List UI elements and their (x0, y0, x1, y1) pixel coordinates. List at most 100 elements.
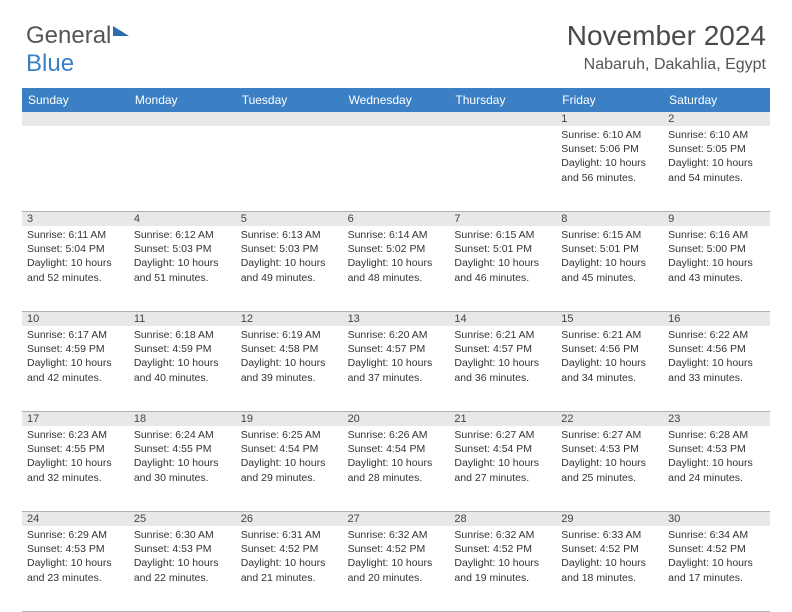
day-cell: Sunrise: 6:12 AMSunset: 5:03 PMDaylight:… (129, 226, 236, 312)
month-title: November 2024 (567, 20, 766, 52)
logo-triangle-icon (113, 26, 129, 36)
day-cell: Sunrise: 6:29 AMSunset: 4:53 PMDaylight:… (22, 526, 129, 612)
day-info-line: Daylight: 10 hours and 39 minutes. (241, 356, 338, 384)
day-cell: Sunrise: 6:28 AMSunset: 4:53 PMDaylight:… (663, 426, 770, 512)
day-info-line: Sunset: 4:55 PM (27, 442, 124, 456)
day-cell: Sunrise: 6:11 AMSunset: 5:04 PMDaylight:… (22, 226, 129, 312)
day-number: 25 (129, 512, 236, 526)
day-cell: Sunrise: 6:13 AMSunset: 5:03 PMDaylight:… (236, 226, 343, 312)
day-info-line: Sunrise: 6:21 AM (454, 328, 551, 342)
day-info-line: Daylight: 10 hours and 30 minutes. (134, 456, 231, 484)
day-cell (22, 126, 129, 212)
day-cell: Sunrise: 6:32 AMSunset: 4:52 PMDaylight:… (449, 526, 556, 612)
day-info-line: Sunset: 4:52 PM (241, 542, 338, 556)
logo-part2: Blue (26, 50, 74, 77)
day-info-line: Daylight: 10 hours and 17 minutes. (668, 556, 765, 584)
day-info-line: Sunset: 5:03 PM (134, 242, 231, 256)
day-cell: Sunrise: 6:26 AMSunset: 4:54 PMDaylight:… (343, 426, 450, 512)
day-info-line: Sunrise: 6:30 AM (134, 528, 231, 542)
day-info-line: Sunrise: 6:14 AM (348, 228, 445, 242)
day-info-line: Sunset: 4:53 PM (668, 442, 765, 456)
day-info-line: Daylight: 10 hours and 37 minutes. (348, 356, 445, 384)
day-info-line: Daylight: 10 hours and 23 minutes. (27, 556, 124, 584)
week-number-band: 24252627282930 (22, 512, 770, 526)
day-cell: Sunrise: 6:15 AMSunset: 5:01 PMDaylight:… (556, 226, 663, 312)
day-number: 11 (129, 312, 236, 326)
day-info-line: Daylight: 10 hours and 27 minutes. (454, 456, 551, 484)
day-info-line: Sunset: 4:56 PM (561, 342, 658, 356)
day-number (22, 112, 129, 126)
day-info-line: Sunset: 4:53 PM (561, 442, 658, 456)
day-info-line: Sunrise: 6:33 AM (561, 528, 658, 542)
day-number: 24 (22, 512, 129, 526)
logo-part1: General (26, 22, 111, 49)
day-info-line: Sunset: 5:06 PM (561, 142, 658, 156)
day-cell: Sunrise: 6:27 AMSunset: 4:54 PMDaylight:… (449, 426, 556, 512)
day-info-line: Daylight: 10 hours and 36 minutes. (454, 356, 551, 384)
calendar-header-row: SundayMondayTuesdayWednesdayThursdayFrid… (22, 88, 770, 112)
day-info-line: Sunrise: 6:23 AM (27, 428, 124, 442)
day-cell: Sunrise: 6:32 AMSunset: 4:52 PMDaylight:… (343, 526, 450, 612)
day-info-line: Sunset: 4:54 PM (454, 442, 551, 456)
day-cell: Sunrise: 6:21 AMSunset: 4:57 PMDaylight:… (449, 326, 556, 412)
day-cell: Sunrise: 6:16 AMSunset: 5:00 PMDaylight:… (663, 226, 770, 312)
day-cell: Sunrise: 6:27 AMSunset: 4:53 PMDaylight:… (556, 426, 663, 512)
day-number: 15 (556, 312, 663, 326)
day-info-line: Sunset: 4:58 PM (241, 342, 338, 356)
day-number: 19 (236, 412, 343, 426)
location-text: Nabaruh, Dakahlia, Egypt (567, 56, 766, 74)
day-number: 6 (343, 212, 450, 226)
day-cell: Sunrise: 6:31 AMSunset: 4:52 PMDaylight:… (236, 526, 343, 612)
day-number: 16 (663, 312, 770, 326)
day-cell: Sunrise: 6:15 AMSunset: 5:01 PMDaylight:… (449, 226, 556, 312)
day-info-line: Daylight: 10 hours and 52 minutes. (27, 256, 124, 284)
day-info-line: Sunset: 5:04 PM (27, 242, 124, 256)
day-cell: Sunrise: 6:19 AMSunset: 4:58 PMDaylight:… (236, 326, 343, 412)
weekday-header: Monday (129, 88, 236, 112)
weekday-header: Wednesday (343, 88, 450, 112)
day-info-line: Sunset: 4:57 PM (454, 342, 551, 356)
day-info-line: Daylight: 10 hours and 33 minutes. (668, 356, 765, 384)
day-info-line: Sunset: 4:53 PM (27, 542, 124, 556)
day-info-line: Daylight: 10 hours and 22 minutes. (134, 556, 231, 584)
day-info-line: Sunrise: 6:26 AM (348, 428, 445, 442)
weekday-header: Sunday (22, 88, 129, 112)
day-info-line: Sunset: 4:52 PM (668, 542, 765, 556)
day-info-line: Sunset: 4:53 PM (134, 542, 231, 556)
day-info-line: Daylight: 10 hours and 56 minutes. (561, 156, 658, 184)
day-info-line: Sunrise: 6:15 AM (454, 228, 551, 242)
day-cell (343, 126, 450, 212)
day-cell: Sunrise: 6:10 AMSunset: 5:05 PMDaylight:… (663, 126, 770, 212)
day-info-line: Daylight: 10 hours and 46 minutes. (454, 256, 551, 284)
day-info-line: Sunrise: 6:28 AM (668, 428, 765, 442)
day-info-line: Sunrise: 6:12 AM (134, 228, 231, 242)
day-info-line: Sunrise: 6:25 AM (241, 428, 338, 442)
day-number: 17 (22, 412, 129, 426)
day-number (449, 112, 556, 126)
day-info-line: Daylight: 10 hours and 45 minutes. (561, 256, 658, 284)
day-info-line: Daylight: 10 hours and 32 minutes. (27, 456, 124, 484)
day-info-line: Daylight: 10 hours and 21 minutes. (241, 556, 338, 584)
day-info-line: Sunrise: 6:11 AM (27, 228, 124, 242)
day-cell (236, 126, 343, 212)
day-info-line: Daylight: 10 hours and 48 minutes. (348, 256, 445, 284)
weekday-header: Thursday (449, 88, 556, 112)
day-info-line: Sunset: 4:55 PM (134, 442, 231, 456)
day-info-line: Sunrise: 6:19 AM (241, 328, 338, 342)
day-number (129, 112, 236, 126)
day-info-line: Sunrise: 6:24 AM (134, 428, 231, 442)
day-info-line: Sunrise: 6:13 AM (241, 228, 338, 242)
day-cell: Sunrise: 6:30 AMSunset: 4:53 PMDaylight:… (129, 526, 236, 612)
logo: General Blue (26, 22, 129, 78)
day-number: 27 (343, 512, 450, 526)
day-info-line: Sunrise: 6:27 AM (561, 428, 658, 442)
day-info-line: Sunset: 4:54 PM (348, 442, 445, 456)
day-number: 2 (663, 112, 770, 126)
day-info-line: Sunrise: 6:10 AM (561, 128, 658, 142)
day-info-line: Daylight: 10 hours and 24 minutes. (668, 456, 765, 484)
day-info-line: Daylight: 10 hours and 54 minutes. (668, 156, 765, 184)
day-info-line: Daylight: 10 hours and 25 minutes. (561, 456, 658, 484)
day-cell: Sunrise: 6:21 AMSunset: 4:56 PMDaylight:… (556, 326, 663, 412)
day-cell: Sunrise: 6:14 AMSunset: 5:02 PMDaylight:… (343, 226, 450, 312)
weekday-header: Tuesday (236, 88, 343, 112)
